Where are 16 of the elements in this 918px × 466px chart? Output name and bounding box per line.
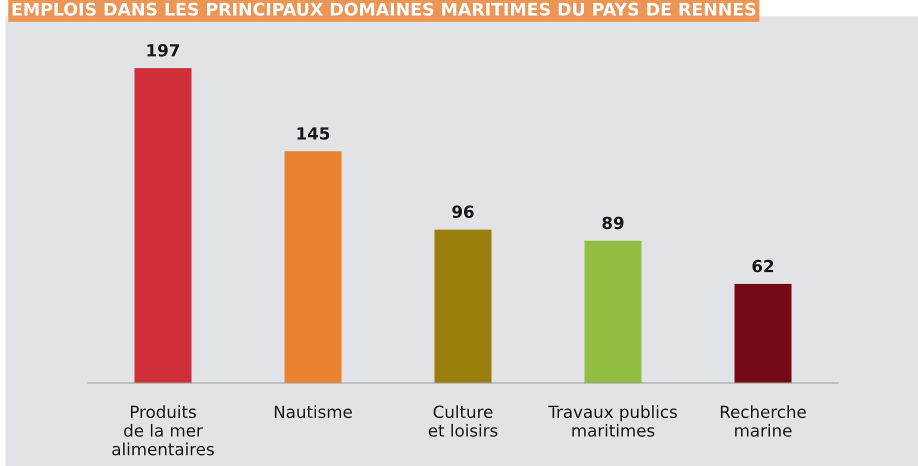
bar — [734, 284, 792, 383]
x-tick-label: Culture et loisirs — [428, 405, 498, 437]
x-tick-label: Nautisme — [274, 405, 352, 418]
data-label: 62 — [752, 260, 774, 272]
x-tick-label: Produits de la mer alimentaires — [112, 405, 214, 456]
data-label: 145 — [297, 127, 330, 140]
bar — [434, 230, 492, 383]
bar — [134, 68, 192, 383]
bar — [584, 240, 642, 383]
x-tick-label: Recherche marine — [720, 405, 806, 437]
chart-title: EMPLOIS DANS LES PRINCIPAUX DOMAINES MARITIMES DU PAYS DE RENNES — [12, 2, 756, 16]
data-label: 96 — [452, 205, 474, 218]
x-tick-label: Travaux publics maritimes — [548, 405, 677, 437]
data-label: 89 — [602, 216, 624, 230]
data-label: 197 — [147, 44, 180, 57]
bar — [284, 151, 342, 383]
